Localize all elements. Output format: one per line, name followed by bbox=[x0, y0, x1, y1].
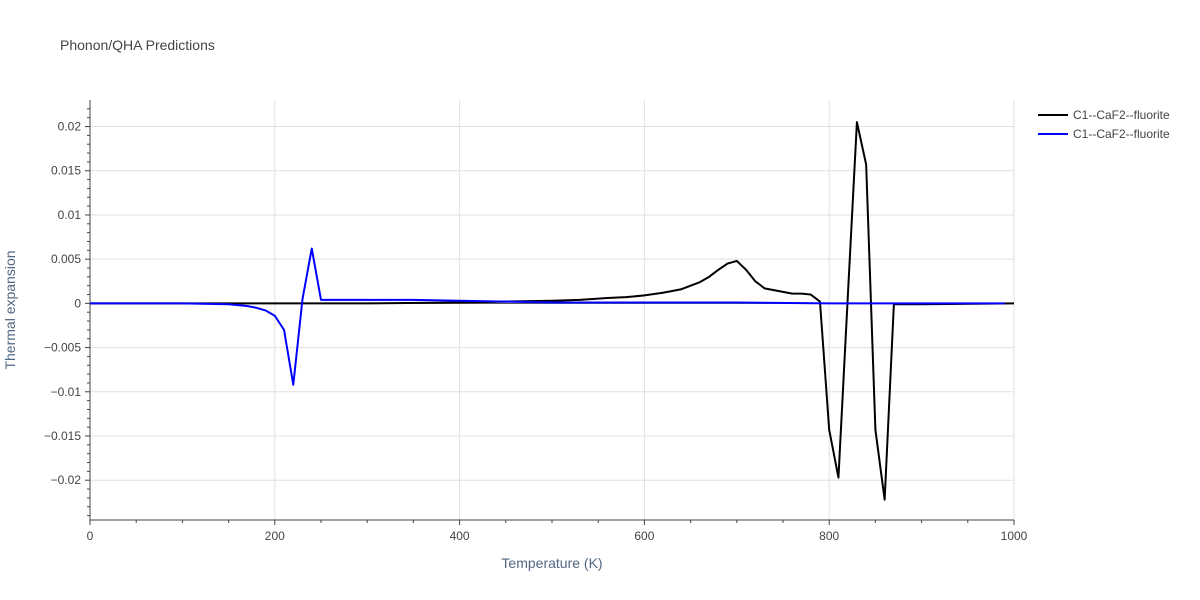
y-axis-title: Thermal expansion bbox=[2, 250, 18, 369]
y-tick-label: 0.02 bbox=[58, 120, 82, 134]
y-tick-label: 0.01 bbox=[58, 208, 82, 222]
y-tick-label: −0.005 bbox=[44, 341, 81, 355]
x-axis-title: Temperature (K) bbox=[501, 555, 602, 571]
legend-label-0: C1--CaF2--fluorite bbox=[1073, 108, 1170, 122]
y-tick-label: −0.02 bbox=[51, 473, 82, 487]
x-tick-label: 1000 bbox=[1001, 529, 1028, 543]
axes: 0 200 400 600 800 1000 0.02 0.015 0.01 0.005 0 −0.0… bbox=[44, 100, 1028, 543]
legend[interactable]: C1--CaF2--fluorite C1--CaF2--fluorite bbox=[1038, 108, 1170, 141]
chart-title: Phonon/QHA Predictions bbox=[60, 37, 215, 53]
x-tick-label: 400 bbox=[450, 529, 470, 543]
series-line-1 bbox=[90, 247, 1005, 386]
x-tick-label: 600 bbox=[634, 529, 654, 543]
x-tick-label: 800 bbox=[819, 529, 839, 543]
y-tick-label: −0.015 bbox=[44, 429, 81, 443]
x-tick-label: 0 bbox=[87, 529, 94, 543]
y-tick-label: −0.01 bbox=[51, 385, 82, 399]
y-tick-label: 0.015 bbox=[51, 164, 81, 178]
y-tick-label: 0 bbox=[74, 296, 81, 310]
x-tick-label: 200 bbox=[265, 529, 285, 543]
legend-label-1: C1--CaF2--fluorite bbox=[1073, 127, 1170, 141]
y-tick-label: 0.005 bbox=[51, 252, 81, 266]
data-series bbox=[90, 121, 1015, 501]
series-line-0 bbox=[90, 121, 1015, 501]
